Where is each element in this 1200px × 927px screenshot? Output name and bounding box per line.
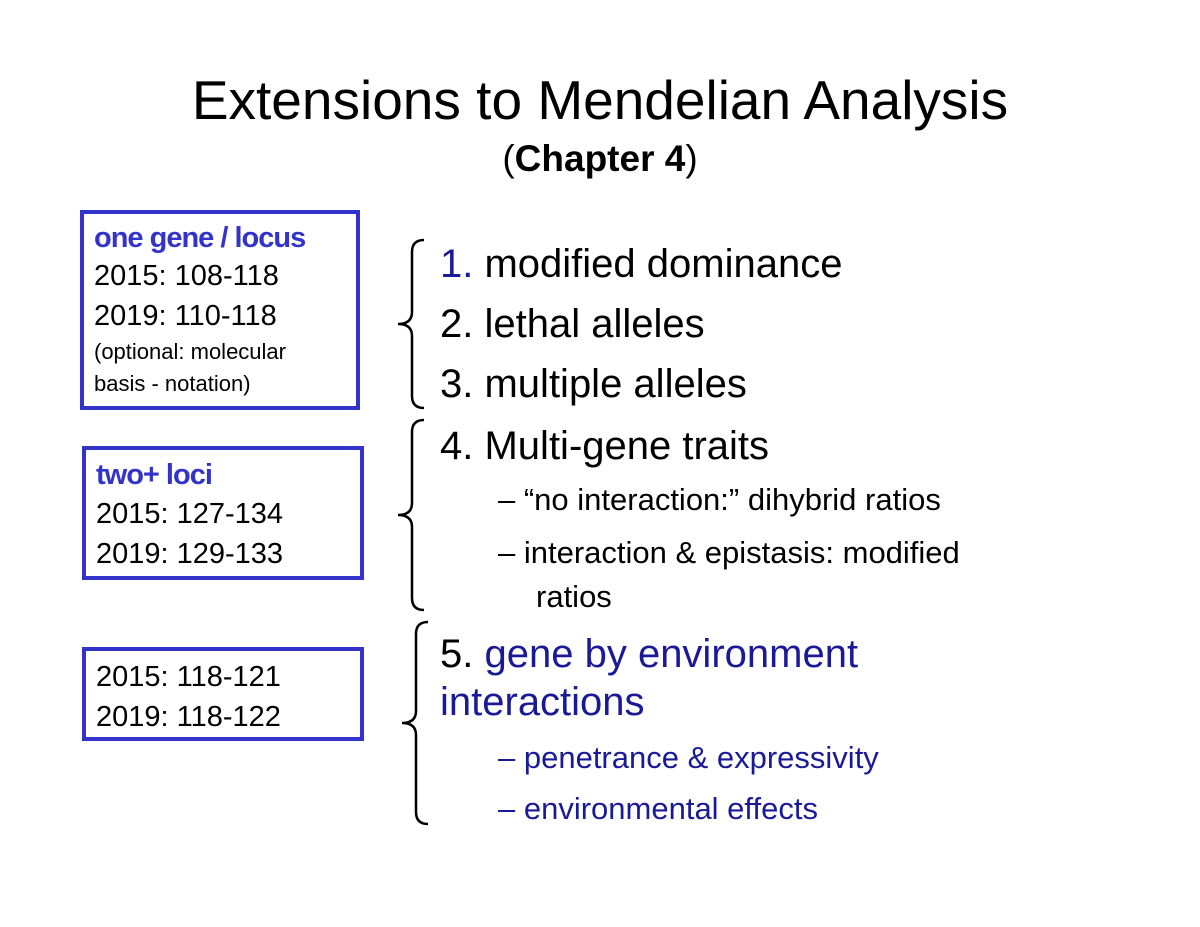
page-range-2019: 2019: 129-133 <box>96 538 284 570</box>
page-range-2015: 2015: 118-121 <box>96 661 281 693</box>
topic-5-subitem: – penetrance & expressivity <box>498 740 879 775</box>
box-note: basis - notation) <box>94 371 251 396</box>
topic-3: 3. multiple alleles <box>440 362 747 406</box>
brace-icon <box>397 418 425 612</box>
page-range-2019: 2019: 110-118 <box>94 300 277 332</box>
topic-4-subitem: – “no interaction:” dihybrid ratios <box>498 482 941 517</box>
topic-5-line2: interactions <box>440 680 645 724</box>
chapter-label: Chapter 4 <box>514 138 686 179</box>
box-heading: two+ loci <box>96 459 213 491</box>
topic-1: 1. modified dominance <box>440 242 843 286</box>
brace-icon <box>397 238 425 410</box>
topic-4-subitem: – interaction & epistasis: modified <box>498 535 960 570</box>
slide-subtitle: (Chapter 4) <box>502 138 698 179</box>
topic-2: 2. lethal alleles <box>440 302 705 346</box>
box-note: (optional: molecular <box>94 339 286 364</box>
page-range-2015: 2015: 127-134 <box>96 498 284 530</box>
box-one-gene-locus: one gene / locus 2015: 108-118 2019: 110… <box>80 210 360 410</box>
page-range-2019: 2019: 118-122 <box>96 701 281 733</box>
topic-5: 5. gene by environment <box>440 632 859 676</box>
box-heading: one gene / locus <box>94 222 306 254</box>
topic-4: 4. Multi-gene traits <box>440 424 770 468</box>
box-gene-environment: 2015: 118-121 2019: 118-122 <box>82 647 364 741</box>
topic-5-subitem: – environmental effects <box>498 791 818 826</box>
page-range-2015: 2015: 108-118 <box>94 260 279 292</box>
slide-title: Extensions to Mendelian Analysis <box>191 69 1009 131</box>
brace-icon <box>401 620 429 826</box>
topic-4-subitem-cont: ratios <box>536 579 612 614</box>
box-two-plus-loci: two+ loci 2015: 127-134 2019: 129-133 <box>82 446 364 580</box>
